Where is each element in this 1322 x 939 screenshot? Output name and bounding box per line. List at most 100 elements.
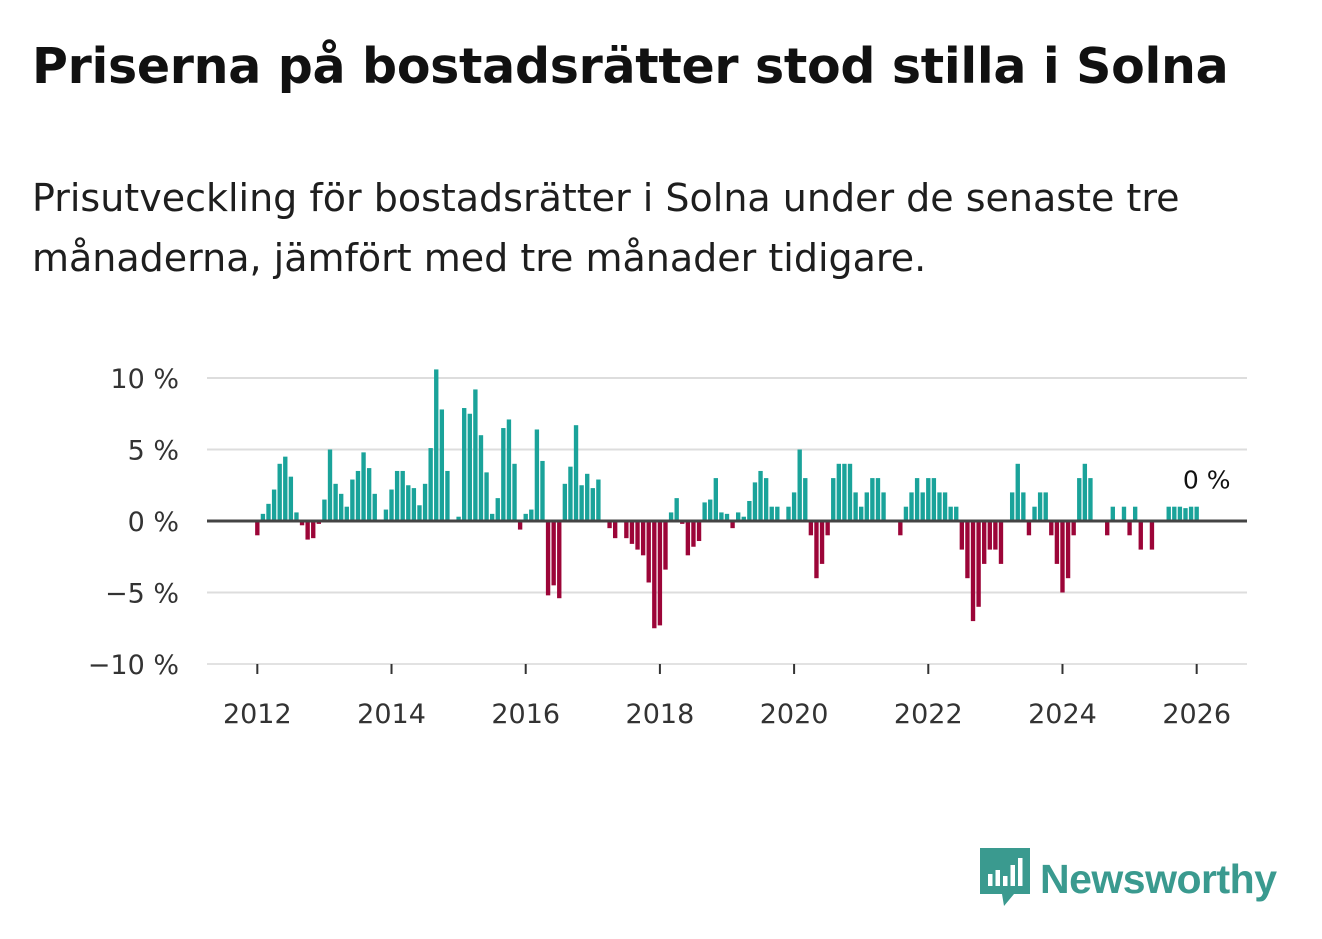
bar xyxy=(825,521,830,536)
bar xyxy=(741,516,746,521)
bar xyxy=(1149,521,1155,550)
bar xyxy=(277,463,282,521)
bar xyxy=(898,521,903,536)
bar xyxy=(1105,521,1110,536)
bar xyxy=(831,478,836,521)
bar xyxy=(283,456,288,521)
bar xyxy=(612,521,618,539)
bar xyxy=(736,512,741,521)
bar xyxy=(1088,478,1093,521)
bar xyxy=(814,521,819,579)
bar xyxy=(294,512,299,521)
bar xyxy=(512,463,517,521)
bar xyxy=(1183,508,1188,521)
bar xyxy=(422,483,428,521)
bar xyxy=(903,506,909,521)
bar xyxy=(456,516,461,521)
bar xyxy=(394,470,400,521)
bar xyxy=(758,470,763,521)
bar xyxy=(685,521,691,556)
bar xyxy=(976,521,981,607)
bar xyxy=(914,478,920,521)
bar xyxy=(1121,506,1127,521)
bars xyxy=(255,369,1199,629)
bar xyxy=(529,509,534,521)
bar xyxy=(540,460,545,521)
x-tick-label: 2014 xyxy=(357,699,426,730)
bar xyxy=(859,506,864,521)
bar xyxy=(998,521,1004,564)
bar xyxy=(551,521,556,586)
bar xyxy=(322,499,327,521)
y-tick-label: −5 % xyxy=(105,579,179,610)
bar xyxy=(763,478,769,521)
bar xyxy=(640,521,646,556)
bar xyxy=(462,408,467,521)
bar xyxy=(1037,492,1043,521)
bar xyxy=(752,482,758,521)
bar xyxy=(747,500,752,521)
bar xyxy=(926,478,931,521)
bar xyxy=(1082,463,1088,521)
bar xyxy=(702,502,707,521)
bar xyxy=(372,493,377,521)
bar xyxy=(1009,492,1015,521)
bar xyxy=(596,479,601,521)
x-tick-label: 2012 xyxy=(223,699,292,730)
bar xyxy=(954,506,959,521)
bar xyxy=(786,506,791,521)
bar xyxy=(624,521,629,539)
bar xyxy=(663,521,668,570)
bar xyxy=(875,478,881,521)
bar xyxy=(730,521,735,529)
bar xyxy=(417,505,422,521)
bar xyxy=(769,506,774,521)
bar xyxy=(965,521,970,579)
bar xyxy=(836,463,842,521)
bar xyxy=(864,492,869,521)
y-axis: 10 % 5 % 0 % −5 % −10 % xyxy=(88,364,179,681)
bar xyxy=(445,470,450,521)
bar xyxy=(305,521,310,540)
end-value-label: 0 % xyxy=(1183,466,1231,495)
bar xyxy=(1054,521,1060,564)
bar xyxy=(657,521,663,626)
bar xyxy=(668,512,674,521)
bar xyxy=(1194,506,1199,521)
bar xyxy=(982,521,987,564)
bar xyxy=(1132,506,1138,521)
bar xyxy=(1188,506,1194,521)
bar xyxy=(713,478,718,521)
bar xyxy=(920,492,925,521)
bar xyxy=(266,503,271,521)
bar xyxy=(339,493,344,521)
bar xyxy=(970,521,976,622)
grid-lines xyxy=(207,377,1247,665)
bar xyxy=(327,449,333,521)
bar xyxy=(674,498,679,521)
x-tick-label: 2018 xyxy=(626,699,695,730)
bar xyxy=(942,492,948,521)
bar xyxy=(366,468,372,521)
x-tick-label: 2026 xyxy=(1162,699,1231,730)
bar xyxy=(484,472,489,521)
bar xyxy=(909,492,914,521)
bar xyxy=(959,521,965,550)
bar xyxy=(1065,521,1071,579)
bar xyxy=(333,483,338,521)
newsworthy-wordmark: Newsworthy xyxy=(1040,855,1277,902)
bar xyxy=(808,521,814,536)
bar xyxy=(797,449,802,521)
bar xyxy=(948,506,953,521)
bar xyxy=(568,466,573,521)
bar xyxy=(434,369,439,521)
x-tick-label: 2016 xyxy=(491,699,560,730)
bar xyxy=(562,483,568,521)
bar xyxy=(1127,521,1132,536)
bar xyxy=(489,513,495,521)
x-tick-label: 2020 xyxy=(760,699,829,730)
bar xyxy=(719,512,724,521)
bar xyxy=(311,521,316,539)
y-tick-label: 5 % xyxy=(128,436,179,467)
bar xyxy=(1026,521,1032,536)
